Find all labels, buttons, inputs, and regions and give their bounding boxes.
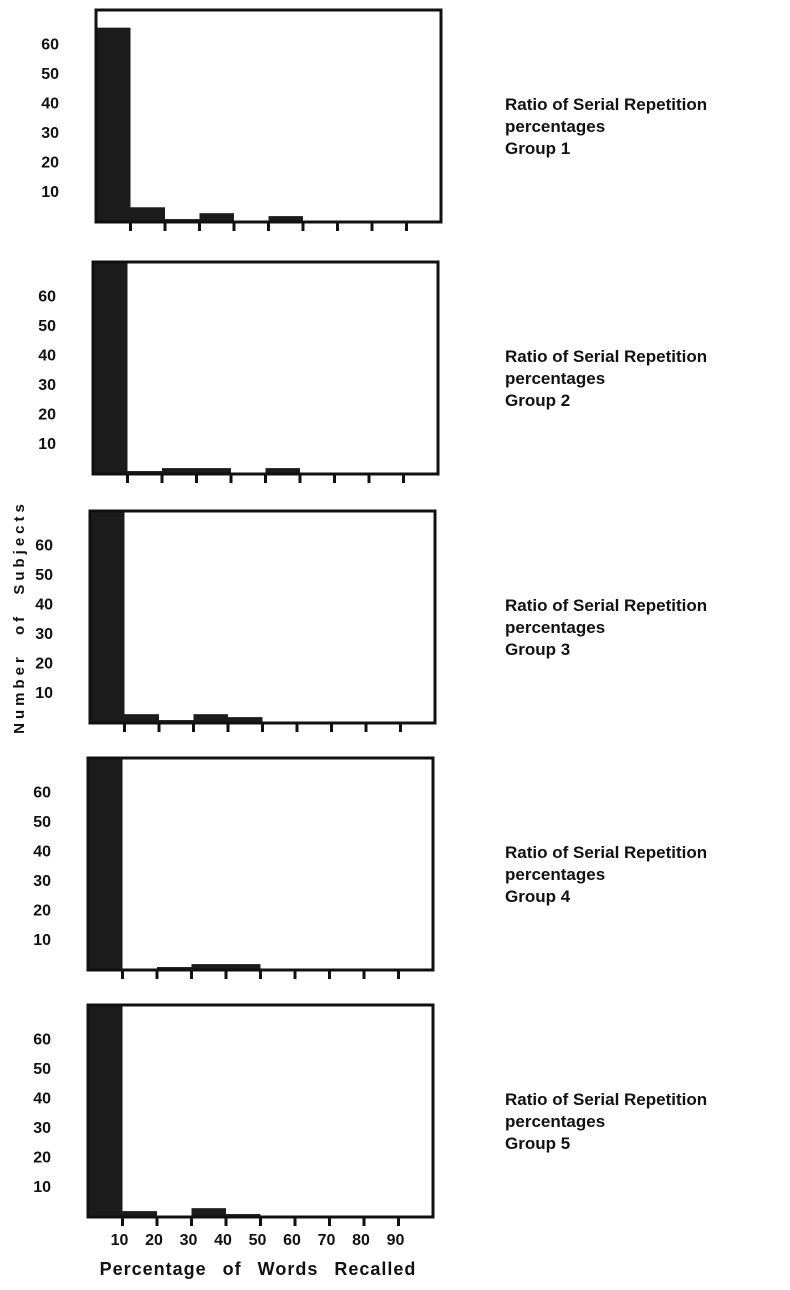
y-tick-label: 30 — [41, 125, 59, 142]
bar — [162, 468, 197, 474]
y-tick-label: 30 — [33, 1120, 51, 1137]
chart-title: Ratio of Serial Repetition percentages — [505, 95, 708, 136]
bar — [265, 468, 300, 474]
x-tick-label: 70 — [318, 1232, 336, 1249]
y-tick-label: 60 — [33, 1032, 51, 1049]
bar — [268, 216, 303, 222]
x-tick-label: 40 — [214, 1232, 232, 1249]
x-tick-label: 30 — [180, 1232, 198, 1249]
chart-subtitle: Group 2 — [505, 391, 571, 410]
y-tick-label: 20 — [38, 406, 56, 423]
y-tick-label: 50 — [33, 1061, 51, 1078]
bar — [196, 468, 231, 474]
chart-subtitle: Group 3 — [505, 640, 571, 659]
plot-frame — [88, 509, 437, 725]
x-tick-label: 60 — [283, 1232, 301, 1249]
y-tick-label: 60 — [38, 289, 56, 306]
y-tick-label: 60 — [33, 785, 51, 802]
chart-subtitle: Group 1 — [505, 139, 571, 158]
y-tick-label: 10 — [41, 184, 59, 201]
bar — [199, 213, 234, 222]
bar — [122, 1211, 157, 1217]
y-tick-label: 20 — [41, 154, 59, 171]
y-tick-label: 40 — [38, 347, 56, 364]
bar — [226, 964, 261, 970]
y-tick-label: 40 — [35, 596, 53, 613]
x-tick-label: 20 — [145, 1232, 163, 1249]
y-tick-label: 20 — [33, 1149, 51, 1166]
chart-title: Ratio of Serial Repetition percentages — [505, 596, 708, 637]
bar — [228, 717, 263, 723]
x-tick-label: 50 — [249, 1232, 267, 1249]
x-axis-label: Percentage of Words Recalled — [100, 1259, 417, 1279]
y-tick-label: 40 — [33, 1090, 51, 1107]
bar — [88, 1005, 123, 1217]
y-tick-label: 30 — [38, 377, 56, 394]
chart-subtitle: Group 4 — [505, 887, 571, 906]
y-tick-label: 40 — [33, 843, 51, 860]
plot-frame — [91, 260, 440, 476]
bar — [96, 27, 131, 222]
y-tick-label: 50 — [41, 66, 59, 83]
bar — [130, 207, 165, 222]
y-tick-label: 30 — [35, 626, 53, 643]
plot-frame — [86, 1003, 435, 1219]
bar — [193, 714, 228, 723]
plot-frame — [94, 8, 443, 224]
chart-subtitle: Group 5 — [505, 1134, 571, 1153]
chart-title: Ratio of Serial Repetition percentages — [505, 843, 708, 884]
x-tick-label: 80 — [352, 1232, 370, 1249]
x-tick-label: 90 — [387, 1232, 405, 1249]
y-tick-label: 60 — [41, 37, 59, 54]
y-tick-label: 60 — [35, 538, 53, 555]
y-tick-label: 10 — [33, 932, 51, 949]
chart-title: Ratio of Serial Repetition percentages — [505, 347, 708, 388]
y-tick-label: 50 — [33, 814, 51, 831]
bar — [191, 964, 226, 970]
y-tick-label: 20 — [33, 902, 51, 919]
y-tick-label: 50 — [38, 318, 56, 335]
y-tick-label: 10 — [35, 685, 53, 702]
y-tick-label: 10 — [38, 436, 56, 453]
y-tick-label: 10 — [33, 1179, 51, 1196]
y-axis-label: Number of Subjects — [11, 500, 28, 734]
chart-title: Ratio of Serial Repetition percentages — [505, 1090, 708, 1131]
bar — [124, 714, 159, 723]
bar — [90, 511, 125, 723]
bar — [88, 758, 123, 970]
x-tick-label: 10 — [111, 1232, 129, 1249]
bar — [93, 262, 128, 474]
plot-frame — [86, 756, 435, 972]
y-tick-label: 30 — [33, 873, 51, 890]
y-tick-label: 40 — [41, 95, 59, 112]
bar — [191, 1208, 226, 1217]
y-tick-label: 20 — [35, 655, 53, 672]
y-tick-label: 50 — [35, 567, 53, 584]
